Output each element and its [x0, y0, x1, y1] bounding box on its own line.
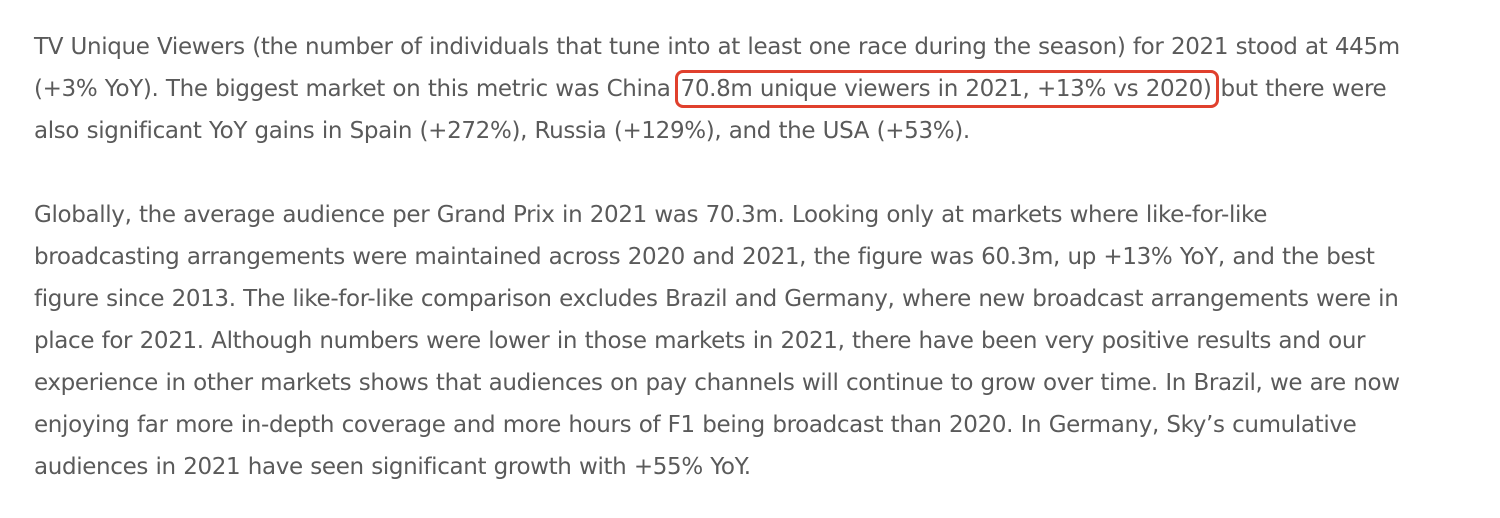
paragraph-line: place for 2021. Although numbers were lo… — [34, 328, 1366, 354]
line-text-after: but there were — [1220, 76, 1387, 102]
paragraph-line: enjoying far more in-depth coverage and … — [34, 412, 1357, 438]
paragraph-line: Globally, the average audience per Grand… — [34, 202, 1267, 228]
paragraph-line: experience in other markets shows that a… — [34, 370, 1400, 396]
paragraph-line: audiences in 2021 have seen significant … — [34, 454, 751, 480]
paragraph-line: figure since 2013. The like-for-like com… — [34, 286, 1399, 312]
paragraph-line: broadcasting arrangements were maintaine… — [34, 244, 1375, 270]
paragraph-average-audience: Globally, the average audience per Grand… — [34, 194, 1474, 488]
paragraph-line: TV Unique Viewers (the number of individ… — [34, 34, 1400, 60]
line-text-before: (+3% YoY). The biggest market on this me… — [34, 76, 671, 102]
paragraph-line: (+3% YoY). The biggest market on this me… — [34, 68, 1474, 110]
paragraph-line: also significant YoY gains in Spain (+27… — [34, 118, 970, 144]
paragraph-unique-viewers: TV Unique Viewers (the number of individ… — [34, 26, 1474, 152]
highlighted-annotation: 70.8m unique viewers in 2021, +13% vs 20… — [674, 70, 1219, 108]
article-body: TV Unique Viewers (the number of individ… — [34, 26, 1474, 488]
